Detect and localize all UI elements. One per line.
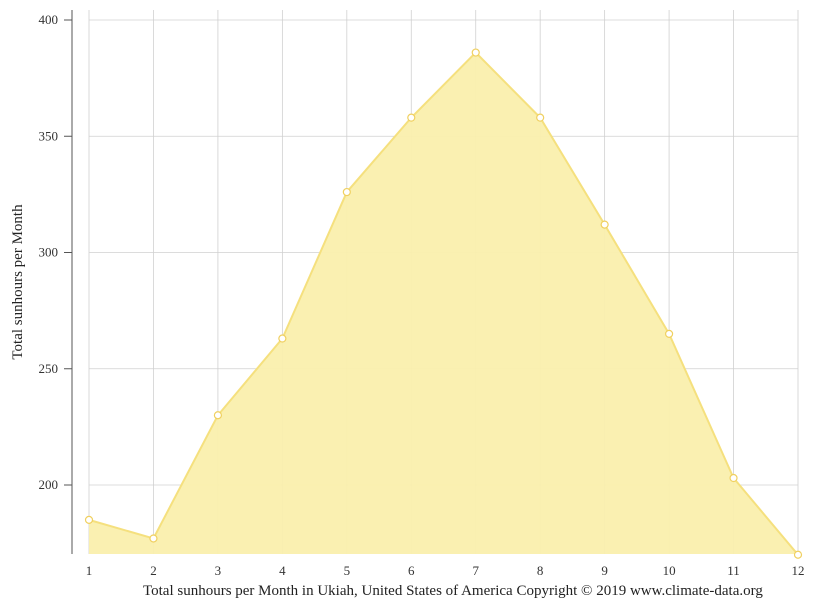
y-axis-title: Total sunhours per Month [10, 204, 26, 360]
data-point [729, 473, 738, 483]
y-tick-label: 200 [39, 477, 59, 492]
x-tick-label: 3 [215, 563, 222, 578]
data-point [149, 534, 158, 543]
data-point [664, 329, 674, 338]
x-tick-label: 9 [601, 563, 608, 578]
x-tick-label: 8 [537, 563, 544, 578]
x-tick-label: 10 [663, 563, 676, 578]
x-tick-label: 6 [408, 563, 415, 578]
x-tick-label: 7 [472, 563, 479, 578]
y-tick-label: 400 [39, 12, 59, 27]
data-point [213, 411, 223, 420]
data-point [536, 113, 545, 122]
data-point [342, 187, 351, 197]
y-tick-label: 250 [39, 361, 59, 376]
data-point [471, 48, 480, 57]
series-line [88, 51, 799, 556]
data-markers [84, 48, 803, 559]
data-point [407, 113, 416, 122]
x-tick-label: 1 [86, 563, 93, 578]
y-tick-label: 350 [39, 128, 59, 143]
chart-caption: Total sunhours per Month in Ukiah, Unite… [143, 583, 763, 599]
x-tick-label: 5 [344, 563, 351, 578]
x-tick-label: 2 [150, 563, 157, 578]
y-tick-label: 300 [39, 245, 59, 260]
area-fill [89, 52, 798, 555]
data-point [278, 334, 287, 343]
area-series [88, 51, 799, 556]
data-point [84, 515, 94, 524]
data-point [793, 550, 803, 559]
x-tick-label: 12 [792, 563, 805, 578]
x-tick-label: 11 [727, 563, 740, 578]
x-tick-label: 4 [279, 563, 286, 578]
data-point [600, 220, 609, 229]
